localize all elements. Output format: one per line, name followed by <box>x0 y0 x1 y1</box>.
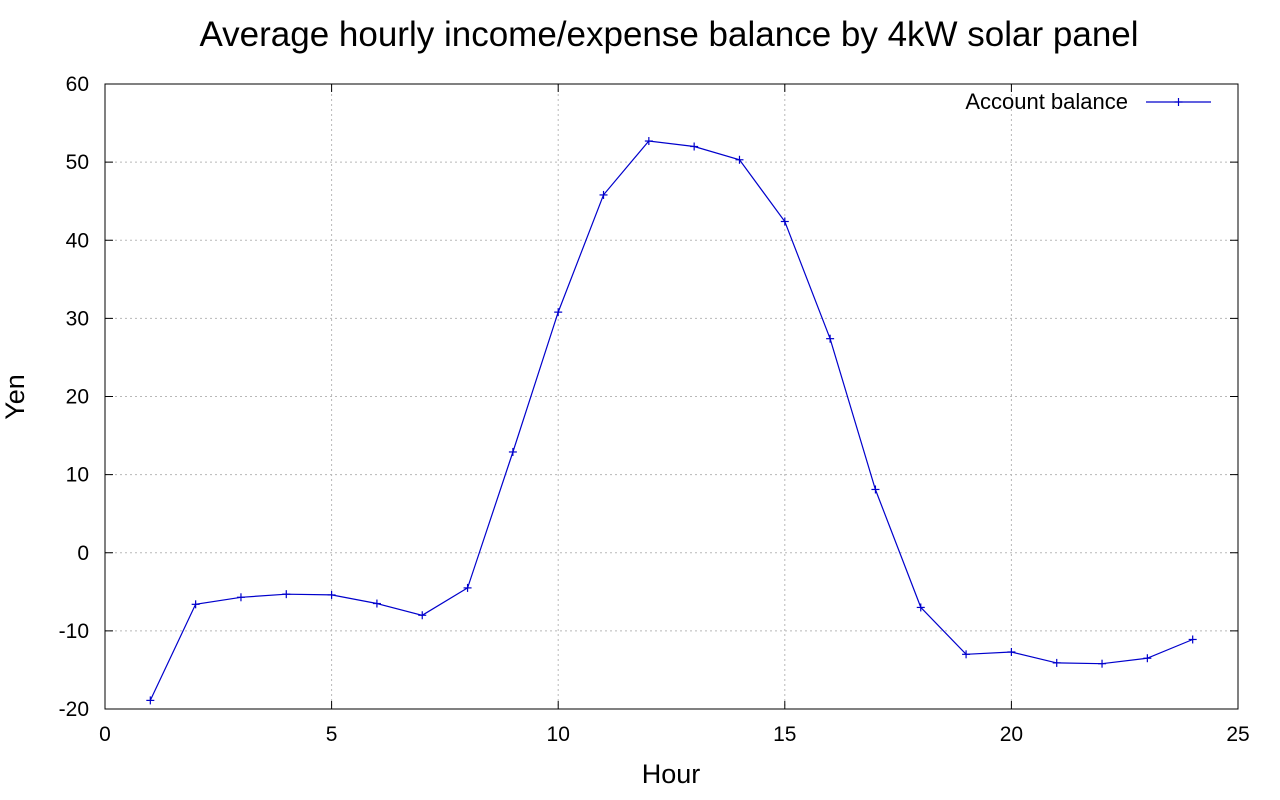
data-point <box>463 583 472 592</box>
data-point <box>191 600 200 609</box>
legend-marker <box>1174 98 1183 106</box>
data-point <box>780 217 789 226</box>
x-tick-label: 10 <box>547 723 570 746</box>
data-point <box>1007 647 1016 656</box>
data-point <box>599 190 608 199</box>
data-point <box>644 137 653 146</box>
x-tick-label: 15 <box>773 723 796 746</box>
data-point <box>236 593 245 602</box>
x-tick-label: 5 <box>326 723 338 746</box>
data-point <box>508 447 517 456</box>
y-tick-label: 40 <box>66 229 89 252</box>
y-tick-label: -10 <box>59 620 89 643</box>
x-tick-label: 20 <box>1000 723 1023 746</box>
y-tick-label: 60 <box>66 73 89 96</box>
data-point <box>826 334 835 343</box>
data-point <box>146 696 155 705</box>
series-line <box>149 140 1193 701</box>
legend: Account balance <box>965 89 1211 114</box>
data-point <box>962 650 971 659</box>
data-point <box>1188 635 1197 644</box>
data-point <box>327 590 336 599</box>
y-tick-label: 50 <box>66 151 89 174</box>
data-point <box>418 611 427 620</box>
legend-label: Account balance <box>965 89 1128 114</box>
data-point <box>372 599 381 608</box>
data-point <box>1052 658 1061 667</box>
data-point <box>735 155 744 164</box>
y-tick-label: 20 <box>66 386 89 409</box>
y-tick-label: 30 <box>66 307 89 330</box>
x-axis-label: Hour <box>642 759 701 789</box>
y-tick-label: 0 <box>77 542 89 565</box>
data-point <box>554 308 563 317</box>
data-point <box>916 603 925 612</box>
data-point <box>1143 654 1152 663</box>
chart-title: Average hourly income/expense balance by… <box>199 15 1138 54</box>
x-tick-label: 25 <box>1226 723 1249 746</box>
data-point <box>690 142 699 151</box>
y-tick-label: 10 <box>66 464 89 487</box>
x-tick-label: 0 <box>99 723 111 746</box>
grid <box>105 84 1238 709</box>
y-tick-label: -20 <box>59 698 89 721</box>
data-point <box>282 590 291 599</box>
series-layer <box>146 137 1197 705</box>
data-point <box>1098 659 1107 668</box>
y-axis-label: Yen <box>0 374 30 420</box>
axis-ticks: 0 5 10 15 20 25 -20 -10 0 10 20 30 40 50 60 <box>59 73 1250 746</box>
data-point <box>871 485 880 494</box>
